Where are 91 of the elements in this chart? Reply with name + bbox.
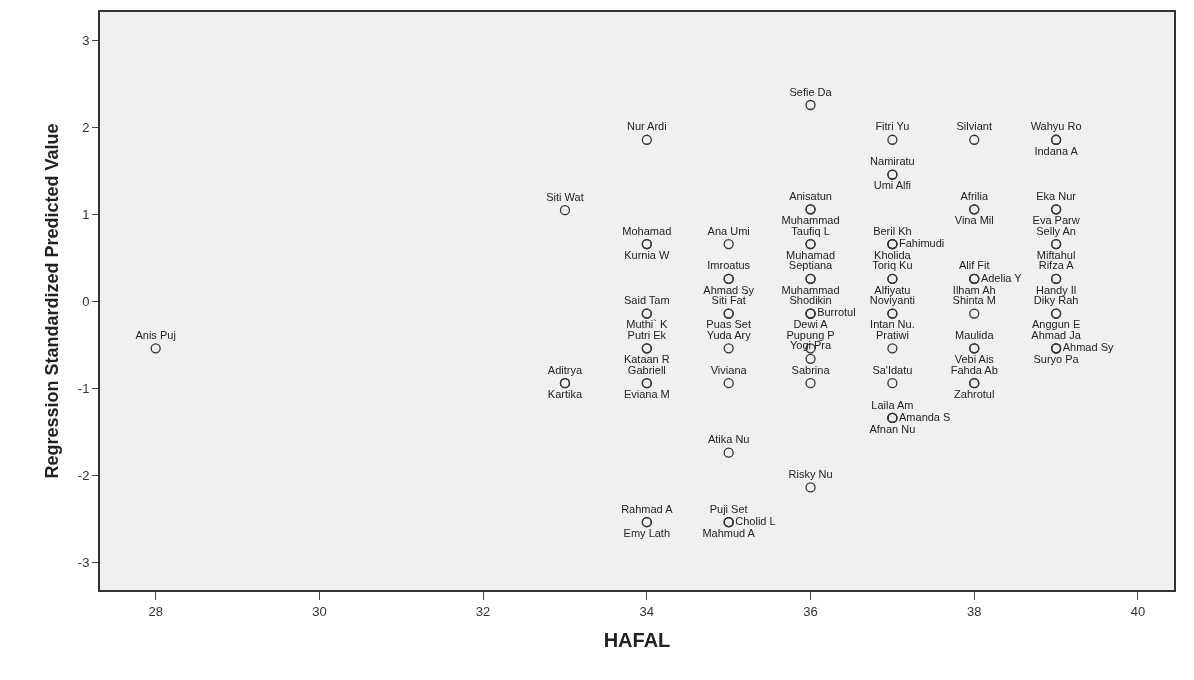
data-label: Anggun E — [1031, 318, 1081, 331]
y-tick-label: 1 — [82, 207, 90, 223]
data-label: Septiana — [788, 259, 834, 272]
data-label: Taufiq L — [791, 224, 830, 237]
data-label: Dewi A — [793, 318, 829, 331]
data-label: Anis Puj — [135, 328, 176, 341]
data-label: Alif Fit — [958, 259, 990, 272]
data-label: Mahmud A — [702, 527, 756, 540]
data-label: Adelia Y — [980, 271, 1023, 284]
data-label: Umi Alfi — [873, 179, 912, 192]
data-label: Muhammad — [781, 214, 840, 227]
data-label: Namiratu — [870, 155, 915, 168]
x-axis-title: HAFAL — [603, 628, 671, 651]
x-tick-label: 38 — [967, 603, 982, 619]
data-label: Fahda Ab — [950, 363, 998, 376]
x-tick-label: 36 — [803, 603, 818, 619]
y-tick-label: -1 — [77, 380, 90, 396]
y-tick-label: 0 — [82, 293, 90, 309]
data-label: Selly An — [1036, 224, 1076, 237]
data-label: Fitri Yu — [875, 120, 910, 133]
data-label: Viviana — [710, 363, 748, 376]
data-label: Ilham Ah — [952, 283, 996, 296]
y-tick-label: -3 — [77, 554, 90, 570]
data-label: Afrilia — [960, 189, 989, 202]
data-label: Indana A — [1034, 144, 1079, 157]
data-label: Burrotul — [817, 306, 856, 319]
data-label: Eva Parw — [1032, 214, 1080, 227]
data-label: Kholida — [874, 248, 912, 261]
data-label: Pupung P — [786, 328, 835, 341]
data-label: Emy Lath — [623, 527, 671, 540]
data-label: Sefie Da — [789, 85, 833, 98]
data-label: Amanda S — [899, 410, 951, 423]
x-tick-label: 30 — [312, 603, 327, 619]
data-label: Miftahul — [1036, 248, 1076, 261]
data-label: Anisatun — [789, 189, 832, 202]
data-label: Afnan Nu — [869, 422, 916, 435]
x-tick-label: 28 — [148, 603, 163, 619]
y-tick-label: 2 — [82, 120, 90, 136]
data-label: Risky Nu — [788, 468, 833, 481]
data-label: Puji Set — [709, 502, 748, 515]
data-label: Siti Wat — [546, 190, 584, 203]
data-label: Zahrotul — [954, 388, 995, 401]
data-label: Muhammad — [781, 283, 840, 296]
data-label: Yuda Ary — [706, 328, 752, 341]
data-label: Rifza A — [1038, 259, 1075, 272]
x-tick-label: 34 — [639, 603, 655, 619]
data-label: Alfiyatu — [874, 283, 911, 296]
x-tick-label: 32 — [475, 603, 491, 619]
data-label: Sa'Idatu — [872, 363, 913, 376]
data-label: Beril Kh — [873, 224, 912, 237]
data-label: Shodikin — [789, 294, 832, 307]
data-label: Eviana M — [623, 388, 670, 401]
data-label: Atika Nu — [707, 433, 750, 446]
data-label: Shinta M — [952, 294, 996, 307]
data-label: Sabrina — [791, 363, 831, 376]
data-label: Intan Nu. — [870, 318, 915, 331]
data-label: Imroatus — [707, 259, 751, 272]
data-label: Kurnia W — [624, 248, 671, 261]
data-label: Mohamad — [622, 224, 672, 237]
data-label: Nur Ardi — [626, 120, 667, 133]
data-label: Toriq Ku — [872, 259, 913, 272]
y-tick-label: 3 — [82, 33, 90, 49]
data-label: Kataan R — [623, 353, 670, 366]
data-label: Suryo Pa — [1033, 353, 1080, 366]
data-label: Ahmad Sy — [1062, 341, 1114, 354]
data-label: Maulida — [954, 328, 995, 341]
data-label: Aditrya — [547, 363, 583, 376]
data-label: Vebi Ais — [954, 353, 995, 366]
data-label: Siti Fat — [711, 294, 746, 307]
data-label: Muthi` K — [626, 318, 668, 331]
data-label: Puas Set — [706, 318, 751, 331]
data-label: Gabriell — [627, 363, 666, 376]
data-label: Eka Nur — [1036, 189, 1077, 202]
y-tick-label: -2 — [77, 467, 90, 483]
y-axis-title: Regression Standardized Predicted Value — [41, 123, 62, 479]
data-label: Said Tam — [623, 294, 670, 307]
data-label: Vina Mil — [954, 214, 994, 227]
data-label: Kartika — [547, 388, 583, 401]
data-label: Putri Ek — [627, 328, 667, 341]
data-label: Laila Am — [871, 398, 914, 411]
data-label: Wahyu Ro — [1030, 120, 1082, 133]
data-label: Handy Il — [1035, 283, 1077, 296]
data-label: Cholid L — [735, 514, 776, 527]
data-label: Ahmad Sy — [703, 283, 755, 296]
data-label: Ana Umi — [707, 224, 750, 237]
data-label: Silviant — [956, 120, 992, 133]
data-label: Fahimudi — [899, 236, 945, 249]
data-label: Pratiwi — [875, 328, 909, 341]
x-tick-label: 40 — [1130, 603, 1146, 619]
data-label: Rahmad A — [621, 502, 674, 515]
data-label: Muhamad — [786, 248, 835, 261]
